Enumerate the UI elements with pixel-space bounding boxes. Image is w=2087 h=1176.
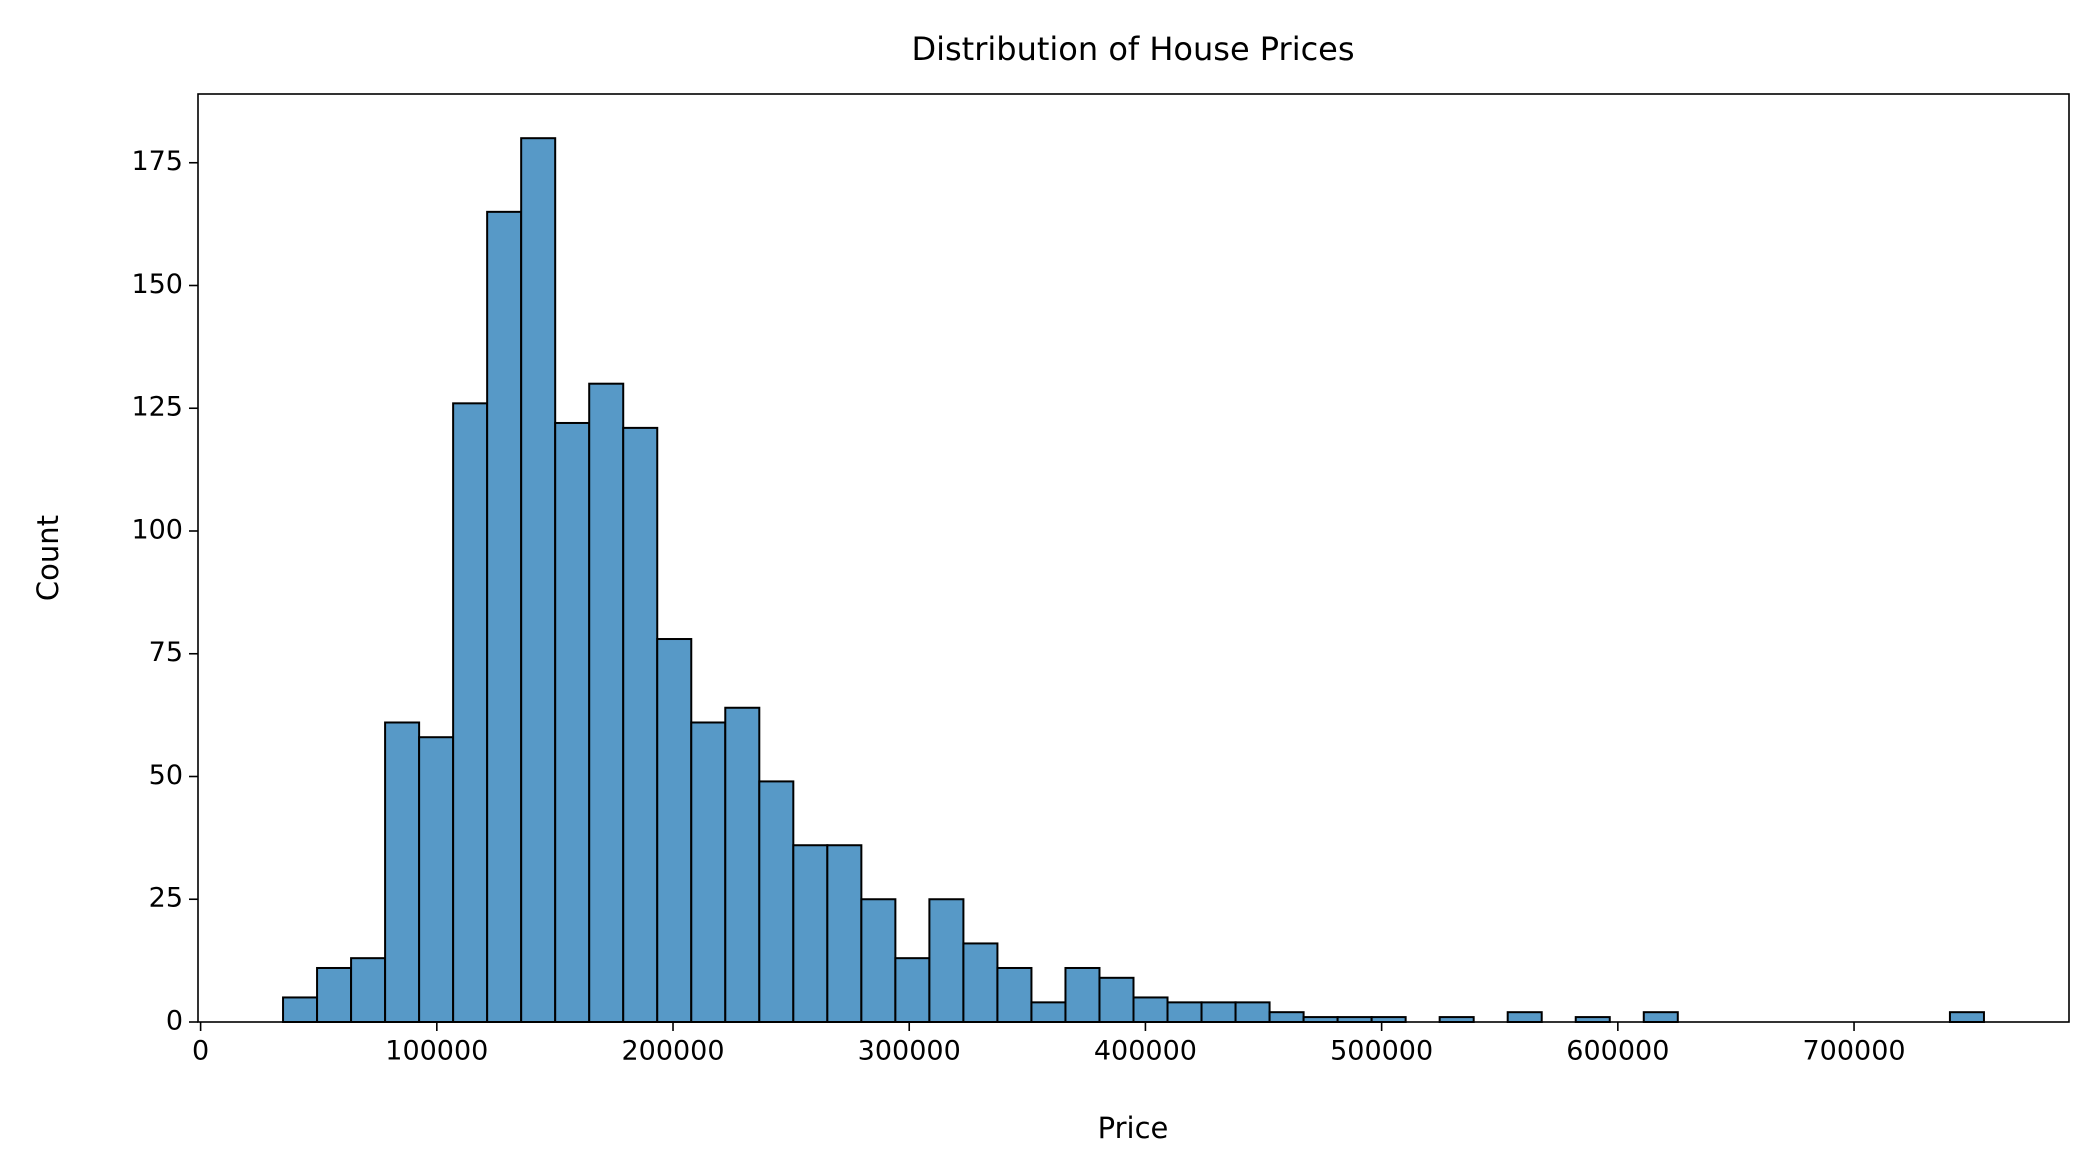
bar — [316, 966, 353, 1024]
y-tick-label: 150 — [131, 269, 183, 300]
bar — [282, 996, 319, 1023]
y-axis-label: Count — [31, 515, 65, 601]
bar — [1234, 1001, 1271, 1024]
bar — [690, 721, 727, 1023]
bar — [962, 942, 999, 1023]
bar — [384, 721, 421, 1023]
x-tick-label: 200000 — [621, 1036, 724, 1067]
y-tick-label: 100 — [131, 514, 183, 545]
bar — [1064, 966, 1101, 1024]
bar — [656, 638, 693, 1023]
x-tick-label: 100000 — [385, 1036, 488, 1067]
y-tick-label: 50 — [149, 760, 183, 791]
chart-title: Distribution of House Prices — [911, 30, 1354, 68]
bar — [1948, 1011, 1985, 1023]
bar — [724, 706, 761, 1023]
plot-frame — [197, 93, 2070, 1023]
bar — [1132, 996, 1169, 1023]
x-tick-label: 400000 — [1094, 1036, 1197, 1067]
bar — [418, 736, 455, 1023]
bar — [826, 844, 863, 1023]
bar — [1268, 1011, 1305, 1023]
bar — [622, 426, 659, 1023]
bar — [792, 844, 829, 1023]
bar — [452, 402, 489, 1024]
bar — [486, 210, 523, 1024]
bar — [1030, 1001, 1067, 1024]
y-tick-label: 125 — [131, 392, 183, 423]
bar — [860, 898, 897, 1023]
bar — [996, 966, 1033, 1024]
bar — [894, 957, 931, 1023]
x-axis-label: Price — [1098, 1111, 1169, 1145]
x-tick-label: 500000 — [1330, 1036, 1433, 1067]
y-tick-label: 25 — [149, 883, 183, 914]
bar — [758, 780, 795, 1023]
y-tick-label: 0 — [166, 1006, 183, 1037]
y-tick-label: 175 — [131, 146, 183, 177]
x-tick-label: 600000 — [1566, 1036, 1669, 1067]
x-tick-label: 0 — [192, 1036, 209, 1067]
bar — [520, 137, 557, 1023]
x-tick-label: 300000 — [858, 1036, 961, 1067]
bar — [554, 421, 591, 1023]
bar — [1200, 1001, 1237, 1024]
bar — [350, 957, 387, 1023]
bar — [588, 382, 625, 1023]
bar — [1642, 1011, 1679, 1023]
bar — [1098, 976, 1135, 1023]
y-tick-label: 75 — [149, 637, 183, 668]
bar — [1506, 1011, 1543, 1023]
x-tick-label: 700000 — [1803, 1036, 1906, 1067]
bar — [928, 898, 965, 1023]
bar — [1166, 1001, 1203, 1024]
